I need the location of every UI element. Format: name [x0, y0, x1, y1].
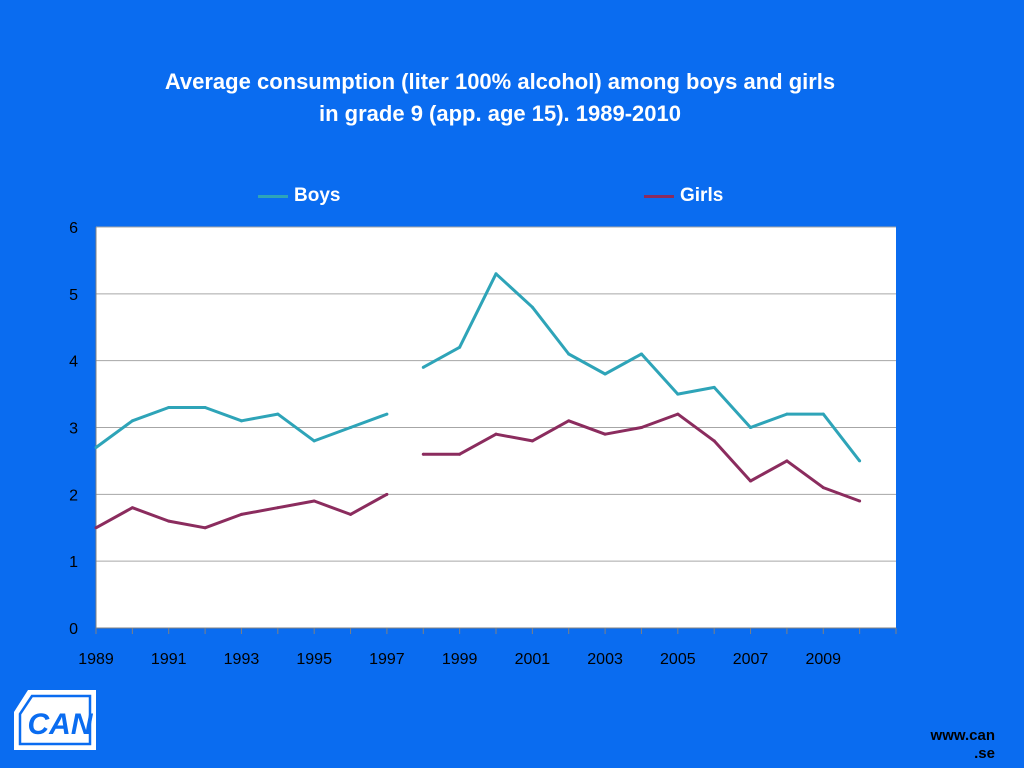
- legend-label-boys: Boys: [294, 185, 341, 206]
- data-point-boys-2008: [785, 412, 789, 416]
- data-point-boys-2002: [567, 352, 571, 356]
- website-url-line-1: www.can: [930, 727, 995, 744]
- data-point-boys-1997: [385, 412, 389, 416]
- data-point-girls-2009: [821, 486, 825, 490]
- data-point-boys-1990: [130, 419, 134, 423]
- y-tick-label: 5: [69, 287, 78, 304]
- data-point-girls-1996: [349, 512, 353, 516]
- data-point-girls-1998: [421, 452, 425, 456]
- x-tick-label: 2003: [587, 651, 623, 668]
- data-point-boys-2006: [712, 385, 716, 389]
- x-tick-label: 1991: [151, 651, 187, 668]
- data-point-girls-2007: [749, 479, 753, 483]
- data-point-boys-1999: [458, 345, 462, 349]
- x-tick-label: 2005: [660, 651, 696, 668]
- legend-swatch-boys: [258, 194, 288, 198]
- chart-title: Average consumption (liter 100% alcohol)…: [60, 66, 940, 130]
- data-point-girls-2003: [603, 432, 607, 436]
- can-logo-icon: CAN: [14, 690, 96, 750]
- x-tick-label: 1989: [78, 651, 114, 668]
- data-point-boys-1994: [276, 412, 280, 416]
- data-point-girls-1994: [276, 506, 280, 510]
- data-point-girls-1993: [239, 512, 243, 516]
- x-tick-label: 1993: [224, 651, 260, 668]
- x-tick-label: 1995: [296, 651, 332, 668]
- website-url[interactable]: www.can .se: [905, 727, 995, 763]
- data-point-girls-2001: [530, 439, 534, 443]
- website-url-line-2: .se: [974, 745, 995, 762]
- data-point-girls-1992: [203, 526, 207, 530]
- data-point-girls-2008: [785, 459, 789, 463]
- data-point-girls-2010: [858, 499, 862, 503]
- data-point-girls-1995: [312, 499, 316, 503]
- data-point-boys-1996: [349, 426, 353, 429]
- data-point-boys-1992: [203, 405, 207, 409]
- data-point-boys-2010: [858, 459, 862, 463]
- logo-text: CAN: [28, 708, 94, 741]
- data-point-girls-1989: [94, 526, 98, 530]
- legend-swatch-girls: [644, 194, 674, 198]
- y-tick-label: 1: [69, 554, 78, 571]
- y-tick-label: 3: [69, 421, 78, 438]
- x-tick-label: 2009: [805, 651, 841, 668]
- legend-item-girls: Girls: [644, 184, 723, 208]
- x-tick-label: 2007: [733, 651, 769, 668]
- data-point-girls-1990: [130, 506, 134, 510]
- data-point-girls-2002: [567, 419, 571, 423]
- data-point-boys-2007: [749, 426, 753, 429]
- data-point-girls-1997: [385, 492, 389, 496]
- data-point-boys-2000: [494, 272, 498, 276]
- data-point-girls-2004: [639, 426, 643, 429]
- data-point-boys-2001: [530, 305, 534, 309]
- data-point-girls-1999: [458, 452, 462, 456]
- y-tick-label: 0: [69, 621, 78, 638]
- x-tick-label: 2001: [515, 651, 551, 668]
- data-point-boys-2004: [639, 352, 643, 356]
- y-tick-label: 6: [69, 220, 78, 237]
- data-point-girls-2006: [712, 439, 716, 443]
- data-point-girls-2005: [676, 412, 680, 416]
- legend-label-girls: Girls: [680, 185, 724, 206]
- y-tick-label: 2: [69, 487, 78, 504]
- data-point-boys-1998: [421, 365, 425, 369]
- data-point-boys-1991: [167, 405, 171, 409]
- legend-item-boys: Boys: [258, 184, 340, 208]
- chart-title-line-1: Average consumption (liter 100% alcohol)…: [164, 69, 836, 94]
- data-point-boys-2003: [603, 372, 607, 376]
- data-point-girls-1991: [167, 519, 171, 523]
- x-tick-label: 1997: [369, 651, 405, 668]
- data-point-girls-2000: [494, 432, 498, 436]
- data-point-boys-1993: [239, 419, 243, 423]
- y-tick-label: 4: [69, 354, 78, 371]
- data-point-boys-1989: [94, 446, 98, 450]
- data-point-boys-2009: [821, 412, 825, 416]
- data-point-boys-1995: [312, 439, 316, 443]
- chart-title-line-2: in grade 9 (app. age 15). 1989-2010: [319, 101, 681, 126]
- data-point-boys-2005: [676, 392, 680, 396]
- x-tick-label: 1999: [442, 651, 478, 668]
